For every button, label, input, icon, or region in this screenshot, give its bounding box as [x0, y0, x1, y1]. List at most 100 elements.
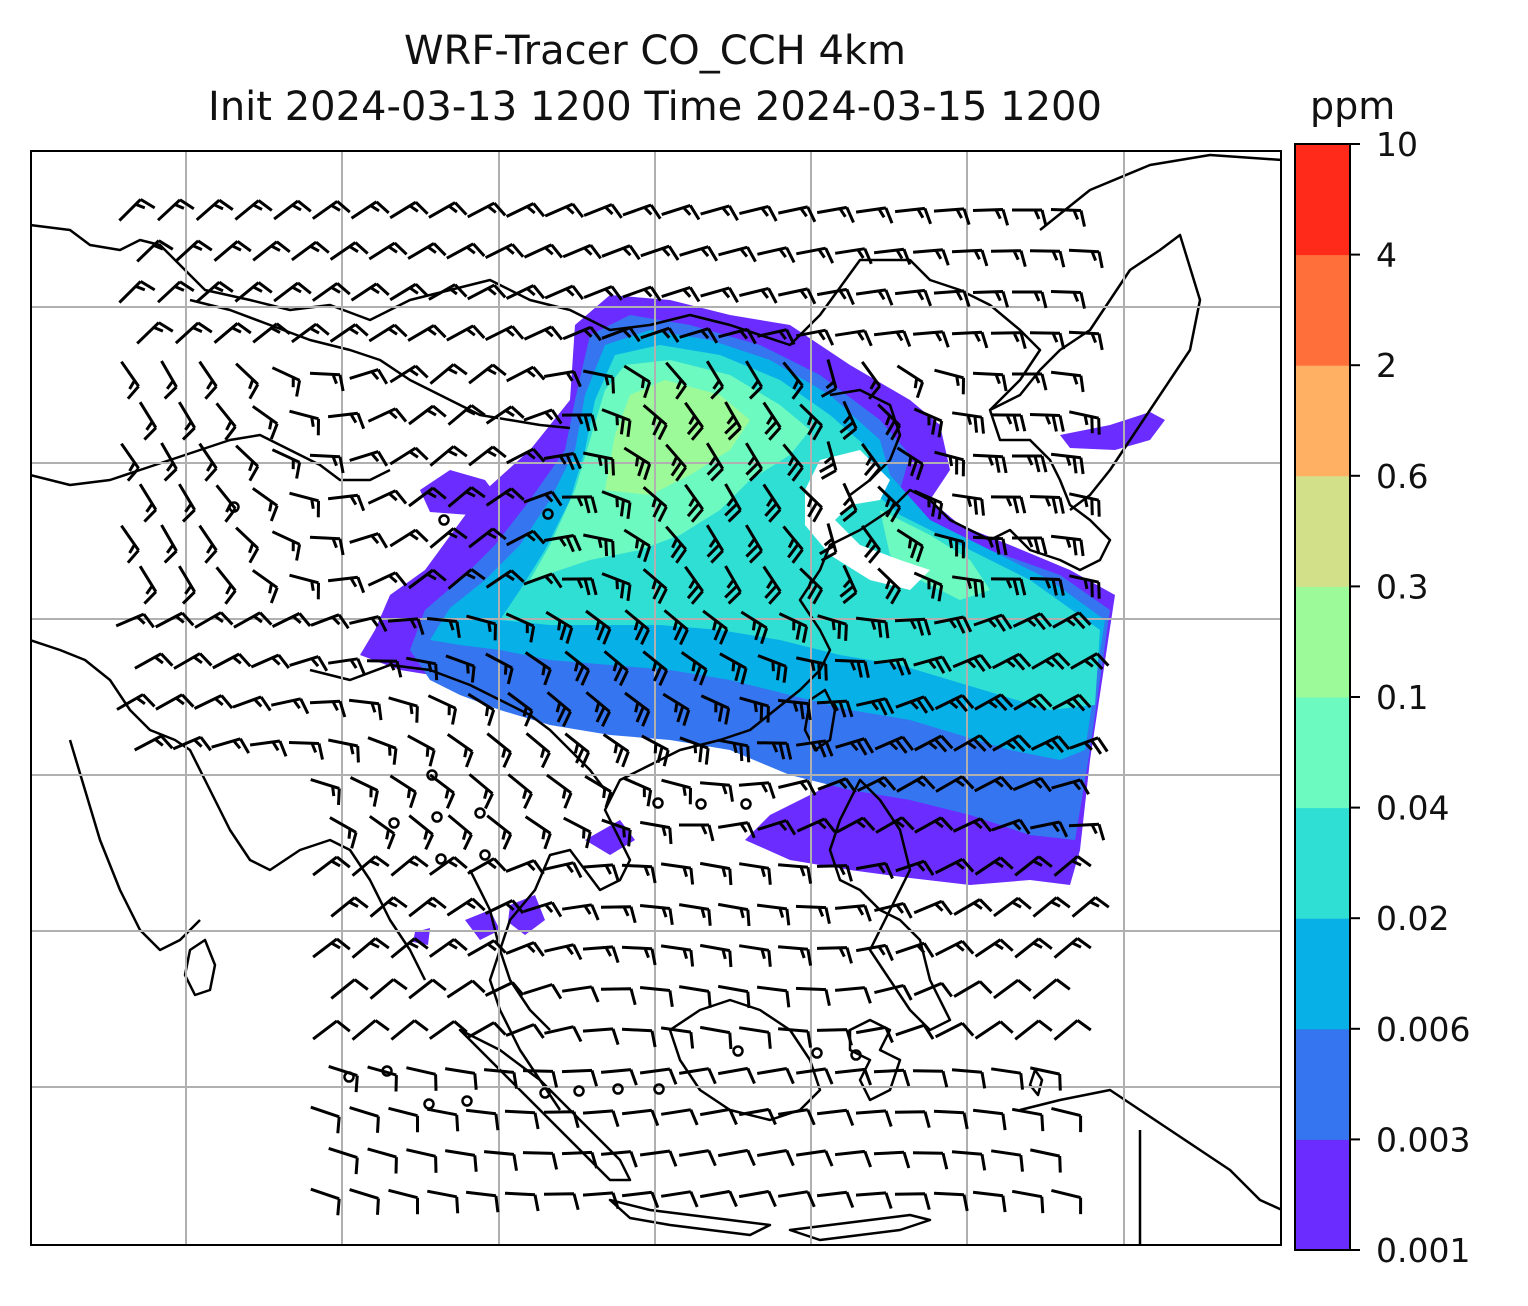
wind-barb	[738, 781, 776, 799]
wind-barb	[1029, 331, 1066, 350]
wind-barb	[913, 489, 944, 520]
wind-barb	[351, 1019, 390, 1041]
wind-barb	[700, 204, 739, 221]
wind-barb	[1050, 452, 1085, 475]
wind-barb	[1029, 1148, 1062, 1173]
wind-barb	[1068, 410, 1101, 435]
wind-barb	[447, 814, 473, 851]
wind-barb	[974, 938, 1014, 958]
wind-barb	[678, 903, 712, 926]
wind-barb	[544, 202, 584, 219]
coastline-kamchatka	[1039, 153, 1282, 231]
wind-barb	[505, 202, 546, 218]
wind-barb	[603, 650, 629, 687]
wind-barb	[877, 485, 902, 523]
wind-barb	[1029, 249, 1066, 268]
wind-barb	[467, 692, 496, 727]
wind-barb	[777, 287, 817, 305]
wind-barb	[855, 616, 890, 639]
wind-barb	[173, 652, 213, 670]
wind-barb	[561, 577, 598, 596]
wind-barb	[368, 323, 408, 343]
wind-barb	[329, 816, 358, 849]
wind-barb	[429, 527, 468, 549]
wind-barb	[563, 816, 592, 849]
wind-barb	[624, 691, 651, 727]
wind-barb	[369, 896, 408, 918]
wind-barb	[777, 1027, 813, 1048]
wind-barb	[745, 360, 763, 400]
wind-barb	[782, 525, 804, 564]
wind-barb	[543, 1110, 580, 1129]
wind-barb	[583, 285, 623, 301]
wind-barb	[505, 284, 546, 300]
coastline-new-guinea	[1019, 1088, 1282, 1212]
wind-barb	[974, 1020, 1014, 1040]
wind-barb	[914, 816, 954, 834]
wind-barb	[1071, 896, 1110, 918]
wind-barb	[134, 734, 174, 752]
wind-barb	[310, 1105, 341, 1134]
wind-barb	[601, 326, 641, 343]
wind-barb	[993, 896, 1032, 918]
wind-barb	[641, 734, 670, 767]
wind-barb	[427, 1189, 460, 1214]
wind-barb	[913, 571, 944, 602]
calm-wind-circle	[573, 1085, 585, 1097]
wind-barb	[621, 1027, 657, 1048]
wind-barb	[873, 1150, 911, 1169]
wind-barb	[311, 200, 351, 220]
wind-barb	[389, 774, 418, 809]
wind-barb	[523, 243, 564, 259]
coastline-small-island	[1028, 1068, 1044, 1097]
wind-barb	[233, 611, 273, 629]
wind-barb	[972, 1190, 1007, 1213]
wind-barb	[195, 280, 234, 304]
plume-hole	[805, 450, 930, 590]
wind-barb	[1031, 652, 1071, 670]
wind-barb	[444, 1067, 478, 1090]
calm-wind-circle	[811, 1047, 823, 1059]
wind-barb	[523, 490, 563, 507]
wind-barb	[273, 281, 312, 303]
wind-barb	[1012, 372, 1048, 391]
wind-barb	[705, 442, 725, 482]
plume-level-0.001-north	[420, 470, 500, 515]
wind-barb	[505, 859, 545, 875]
calm-wind-circle	[343, 1071, 355, 1083]
wind-barb	[138, 401, 158, 441]
wind-barb	[389, 528, 429, 548]
coastline-india	[30, 638, 427, 981]
wind-barb	[251, 405, 279, 440]
wind-barb	[896, 528, 925, 563]
wind-barb	[507, 773, 533, 810]
wind-barb	[952, 653, 992, 672]
wind-barb	[1032, 978, 1071, 1000]
wind-barb	[367, 407, 408, 423]
wind-barb	[935, 775, 975, 793]
wind-barb	[933, 207, 971, 226]
wind-barb	[639, 1067, 678, 1085]
wind-barb	[195, 198, 234, 222]
wind-barb	[642, 568, 668, 605]
wind-barb	[990, 1149, 1024, 1172]
wind-barb	[738, 862, 772, 885]
wind-barb	[699, 861, 733, 886]
wind-barb	[270, 697, 310, 715]
wind-barb	[407, 324, 447, 342]
wind-barb	[640, 244, 680, 261]
wind-barb	[1014, 855, 1053, 877]
wind-barb	[367, 736, 398, 765]
wind-barb	[544, 943, 583, 961]
wind-barb	[762, 401, 782, 441]
wind-barb	[428, 201, 468, 219]
wind-barb	[816, 205, 855, 224]
wind-barb	[757, 246, 796, 264]
wind-barb	[312, 937, 351, 959]
wind-barb	[912, 1069, 949, 1088]
calm-wind-circle	[423, 1098, 435, 1110]
wind-barb	[991, 818, 1031, 835]
wind-barb	[992, 734, 1032, 753]
wind-barb	[485, 405, 525, 425]
wind-barb	[564, 650, 591, 686]
